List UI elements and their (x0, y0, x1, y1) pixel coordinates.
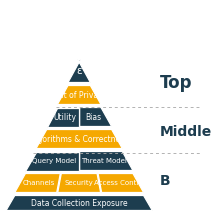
Polygon shape (36, 130, 122, 148)
Text: Access Control: Access Control (94, 180, 145, 186)
Text: Middle: Middle (160, 125, 213, 139)
Text: Channels: Channels (23, 180, 55, 186)
Text: ε: ε (76, 66, 82, 76)
Text: Algorithms & Correctness: Algorithms & Correctness (30, 134, 128, 143)
Polygon shape (57, 86, 101, 104)
Polygon shape (6, 196, 152, 211)
Polygon shape (15, 174, 60, 192)
Polygon shape (98, 174, 144, 192)
Text: Threat Model: Threat Model (81, 158, 127, 164)
Polygon shape (80, 108, 112, 126)
Text: Query Model: Query Model (32, 158, 76, 164)
Text: Utility: Utility (53, 112, 76, 121)
Polygon shape (80, 152, 133, 170)
Text: B: B (160, 174, 171, 188)
Text: Top: Top (160, 74, 193, 92)
Polygon shape (26, 152, 79, 170)
Text: Bias: Bias (85, 112, 101, 121)
Text: Security: Security (65, 180, 94, 186)
Text: Data Collection Exposure: Data Collection Exposure (31, 198, 128, 207)
Polygon shape (58, 174, 101, 192)
Text: Unit of Privacy: Unit of Privacy (51, 90, 107, 99)
Polygon shape (68, 59, 90, 82)
Polygon shape (47, 108, 79, 126)
